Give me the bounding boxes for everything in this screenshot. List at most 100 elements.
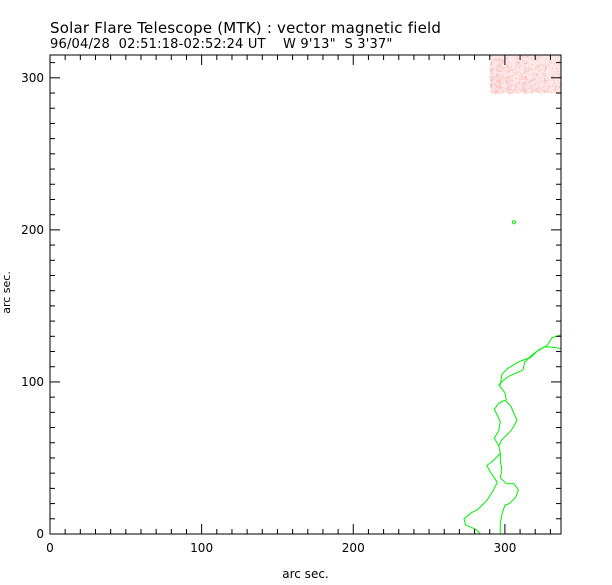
flare-dot (496, 70, 498, 72)
flare-dot (527, 56, 529, 58)
flare-dot (499, 86, 501, 88)
flare-dot (495, 59, 497, 61)
flare-dot (521, 78, 523, 80)
flare-dot (534, 84, 536, 86)
x-tick-label: 200 (342, 541, 365, 555)
flare-dot (536, 87, 538, 90)
flare-dot (543, 90, 545, 92)
flare-dot (525, 61, 528, 63)
flare-dot (502, 59, 504, 62)
plot-frame (49, 54, 562, 535)
flare-dot (506, 67, 508, 69)
flare-dot (513, 71, 515, 74)
flare-dot (510, 88, 512, 91)
flare-dot (515, 77, 517, 79)
flare-dot (526, 92, 528, 94)
flare-dot (524, 90, 526, 92)
flare-dot (527, 87, 530, 89)
flare-dot (499, 61, 501, 64)
flare-dot (497, 80, 499, 82)
flare-dot (531, 90, 533, 92)
flare-dot (521, 89, 524, 91)
flare-dot (555, 85, 557, 87)
flare-dot (499, 78, 502, 80)
flare-dot (550, 91, 552, 94)
flare-dot (523, 88, 525, 90)
flare-dot (509, 76, 511, 78)
flare-dot (507, 57, 509, 59)
flare-dot (518, 61, 520, 63)
flare-dot (559, 82, 562, 85)
flare-dot (498, 81, 500, 83)
flare-dot (551, 76, 553, 78)
flare-dot (497, 85, 499, 87)
flare-dot (509, 93, 512, 95)
flare-dot (544, 74, 546, 76)
flare-dot (536, 65, 539, 67)
flare-dot (500, 86, 502, 88)
flare-dot (530, 84, 532, 87)
flare-dot (522, 85, 524, 87)
flare-dot (521, 55, 523, 57)
flare-dot (552, 75, 554, 77)
flare-dot (542, 72, 544, 75)
flare-dot (499, 86, 501, 89)
flare-dot (507, 77, 509, 79)
flare-dot (501, 62, 504, 64)
flare-dot (547, 85, 550, 87)
flare-dot (528, 80, 530, 82)
flare-dot (544, 67, 546, 69)
small-contour-blob (511, 220, 517, 225)
flare-dot (529, 74, 531, 76)
flare-dot (498, 78, 500, 80)
flare-dot (507, 91, 509, 93)
flare-dot (537, 86, 540, 88)
flare-dot (497, 79, 499, 82)
flare-dot (508, 69, 510, 71)
flare-dot (540, 68, 543, 70)
flare-dot (490, 79, 492, 81)
flare-dot (558, 87, 560, 89)
flare-dot (543, 89, 545, 91)
flare-dot (533, 78, 535, 80)
flare-dot (501, 58, 503, 60)
flare-dot (505, 78, 507, 80)
flare-dot (538, 82, 540, 84)
flare-dot (494, 83, 496, 86)
y-tick-label: 100 (21, 375, 44, 389)
flare-dot (499, 92, 501, 94)
flare-dot (558, 76, 560, 78)
flare-dot (495, 92, 497, 95)
flare-dot (524, 89, 526, 91)
flare-dot (500, 67, 502, 69)
flare-dot (509, 83, 511, 85)
flare-dot (526, 70, 529, 73)
flare-dot (528, 69, 530, 71)
flare-dot (497, 74, 499, 76)
flare-dot (513, 89, 516, 91)
flare-dot (532, 79, 534, 81)
flare-dot (495, 57, 497, 60)
flare-dot (491, 84, 493, 87)
flare-dot (508, 62, 510, 64)
flare-dot (505, 88, 508, 90)
flare-dot (495, 88, 497, 91)
flare-dot (556, 67, 558, 69)
flare-dot (491, 55, 493, 57)
flare-dot (517, 57, 519, 59)
flare-dot (511, 75, 513, 77)
flare-dot (557, 80, 560, 82)
flare-dot (556, 91, 558, 93)
flare-dot (554, 72, 556, 75)
flare-dot (511, 83, 513, 85)
flare-dot (528, 67, 530, 69)
flare-dot (520, 59, 522, 61)
x-axis-label: arc sec. (282, 567, 328, 581)
flare-dot (498, 58, 500, 61)
flare-dot (543, 85, 546, 87)
flare-dot (526, 79, 528, 81)
flare-dot (507, 77, 509, 79)
flare-dot (527, 81, 529, 83)
flare-dot (489, 77, 492, 79)
flare-dot (524, 71, 526, 73)
